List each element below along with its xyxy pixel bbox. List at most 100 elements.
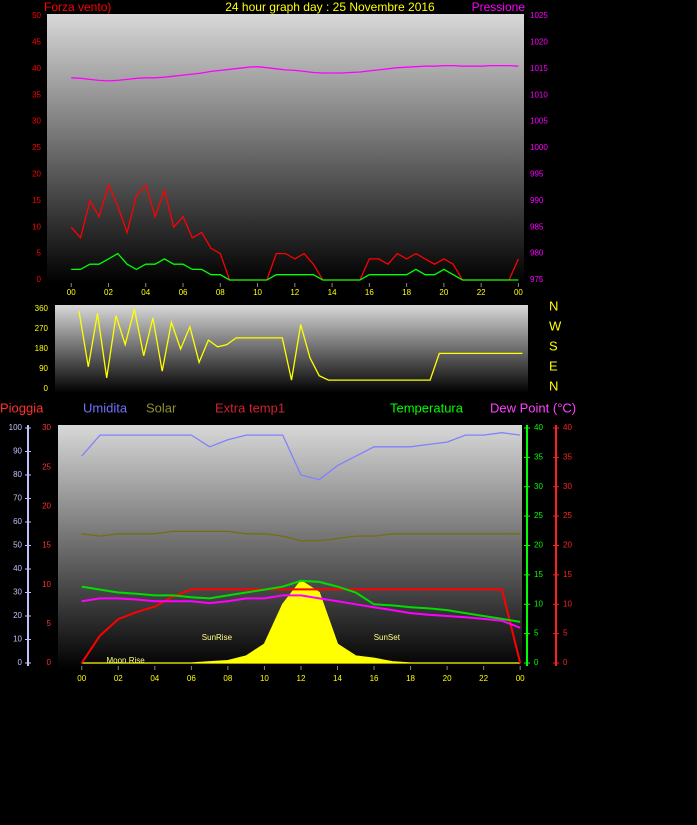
line [71, 252, 519, 281]
y-tick-label: 1020 [530, 38, 548, 47]
y-tick-label: 985 [530, 222, 544, 231]
legend-label: Temperatura [390, 400, 464, 415]
y-tick-label: 50 [32, 11, 41, 20]
y-tick-label: 40 [13, 564, 22, 573]
x-tick-label: 10 [253, 288, 262, 297]
y-tick-label: 70 [13, 494, 22, 503]
y-tick-label: 5 [47, 619, 52, 628]
line [70, 183, 519, 281]
y-tick-label: 100 [9, 423, 23, 432]
x-tick-label: 18 [402, 288, 411, 297]
x-tick-label: 20 [443, 674, 452, 683]
line [81, 530, 521, 542]
y-tick-label: 15 [534, 570, 543, 579]
y-tick-label: 980 [530, 249, 544, 258]
x-tick-label: 16 [365, 288, 374, 297]
y-tick-label: 1025 [530, 11, 548, 20]
x-tick-label: 00 [514, 288, 523, 297]
y-tick-label: 10 [13, 635, 22, 644]
y-tick-label: 25 [534, 511, 543, 520]
x-tick-label: 02 [114, 674, 123, 683]
x-tick-label: 20 [439, 288, 448, 297]
y-tick-label: 20 [13, 611, 22, 620]
y-tick-label: 15 [32, 196, 41, 205]
y-tick-label: 40 [32, 64, 41, 73]
y-tick-label: 90 [39, 364, 48, 373]
legend-label: Pioggia [0, 400, 44, 415]
compass-label: S [549, 338, 558, 353]
compass-label: N [549, 298, 558, 313]
y-tick-label: 1015 [530, 64, 548, 73]
x-tick-label: 04 [150, 674, 159, 683]
y-tick-label: 180 [35, 344, 49, 353]
legend-label: Umidita [83, 400, 128, 415]
x-tick-label: 08 [223, 674, 232, 683]
y-tick-label: 15 [563, 570, 572, 579]
y-tick-label: 10 [534, 599, 543, 608]
y-tick-label: 25 [32, 143, 41, 152]
area [81, 579, 521, 664]
y-tick-label: 90 [13, 447, 22, 456]
x-tick-label: 12 [297, 674, 306, 683]
y-tick-label: 5 [37, 249, 42, 258]
y-tick-label: 1000 [530, 143, 548, 152]
y2-axis-title: Pressione [472, 0, 526, 14]
y-tick-label: 40 [534, 423, 543, 432]
annotation: Moon Rise [106, 656, 145, 665]
annotation: SunSet [374, 633, 401, 642]
x-tick-label: 00 [516, 674, 525, 683]
y-tick-label: 0 [44, 384, 49, 393]
compass-label: N [549, 378, 558, 393]
y-tick-label: 10 [32, 222, 41, 231]
line [81, 594, 521, 629]
y-tick-label: 40 [563, 423, 572, 432]
x-tick-label: 14 [333, 674, 342, 683]
y-tick-label: 1005 [530, 117, 548, 126]
y-tick-label: 50 [13, 541, 22, 550]
x-tick-label: 02 [104, 288, 113, 297]
y-tick-label: 0 [18, 658, 23, 667]
y-tick-label: 45 [32, 38, 41, 47]
y-tick-label: 30 [13, 588, 22, 597]
y-tick-label: 25 [42, 462, 51, 471]
y-tick-label: 0 [37, 275, 42, 284]
x-tick-label: 06 [187, 674, 196, 683]
x-tick-label: 08 [216, 288, 225, 297]
plot-area [47, 14, 524, 283]
y-tick-label: 80 [13, 470, 22, 479]
y-tick-label: 0 [563, 658, 568, 667]
y-tick-label: 10 [563, 599, 572, 608]
x-tick-label: 04 [141, 288, 150, 297]
x-tick-label: 00 [77, 674, 86, 683]
y-tick-label: 270 [35, 324, 49, 333]
legend-label: Dew Point (°C) [490, 400, 576, 415]
y-tick-label: 20 [42, 501, 51, 510]
compass-label: E [549, 358, 558, 373]
y-tick-label: 975 [530, 275, 544, 284]
y-tick-label: 5 [563, 629, 568, 638]
y-tick-label: 20 [563, 541, 572, 550]
x-tick-label: 22 [477, 288, 486, 297]
y-tick-label: 30 [42, 423, 51, 432]
y-tick-label: 990 [530, 196, 544, 205]
y-tick-label: 0 [534, 658, 539, 667]
chart-title: 24 hour graph day : 25 Novembre 2016 [225, 0, 435, 14]
x-tick-label: 00 [67, 288, 76, 297]
x-tick-label: 16 [370, 674, 379, 683]
x-tick-label: 22 [479, 674, 488, 683]
legend-label: Extra temp1 [215, 400, 285, 415]
y-tick-label: 360 [35, 304, 49, 313]
y-tick-label: 20 [534, 541, 543, 550]
y-tick-label: 60 [13, 517, 22, 526]
y-tick-label: 35 [534, 452, 543, 461]
x-tick-label: 10 [260, 674, 269, 683]
x-tick-label: 14 [328, 288, 337, 297]
annotation: SunRise [202, 633, 233, 642]
y-tick-label: 35 [563, 452, 572, 461]
line [80, 588, 522, 664]
line [81, 579, 521, 623]
y-tick-label: 5 [534, 629, 539, 638]
y-tick-label: 25 [563, 511, 572, 520]
